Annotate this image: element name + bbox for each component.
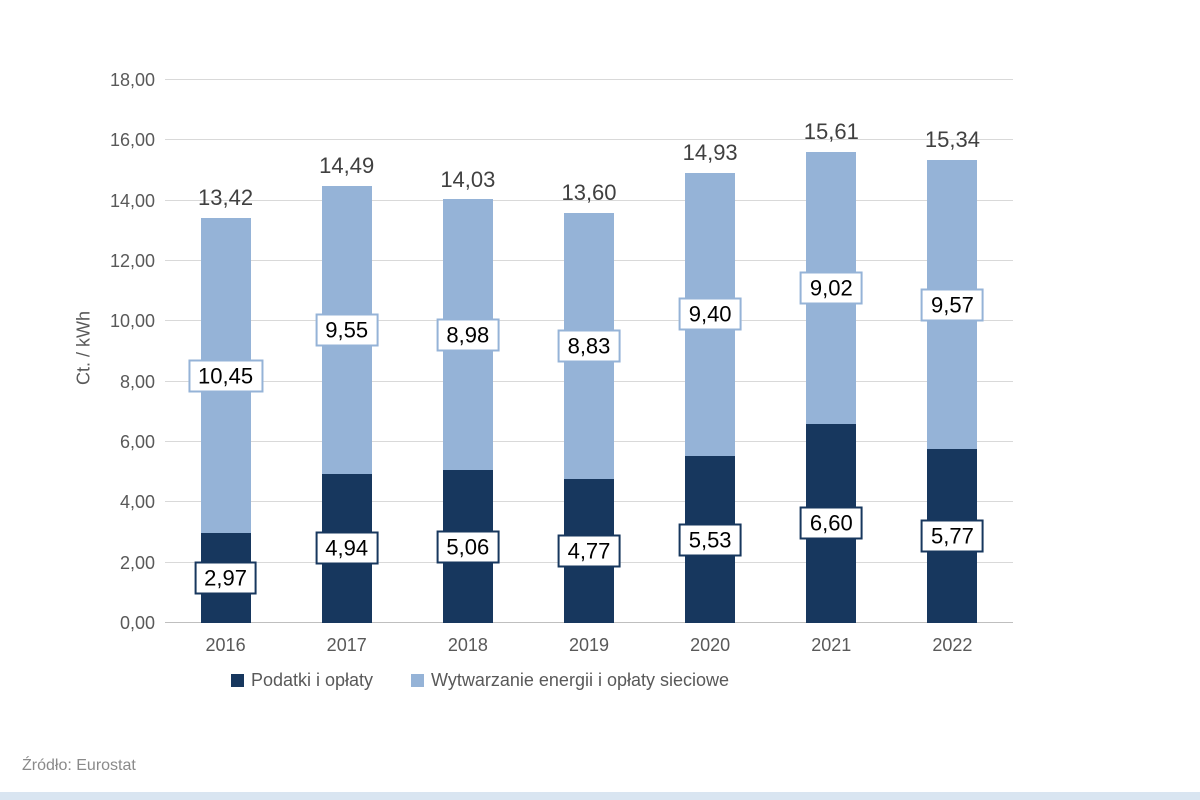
bar-value-label-wytwarzanie-energii-2017: 9,55 (315, 313, 379, 347)
bar-value-label-podatki-i-oplaty-2021: 6,60 (799, 506, 863, 540)
bar-total-label-2022: 15,34 (924, 127, 980, 153)
x-tick-label: 2018 (447, 635, 488, 655)
bar-value-label-podatki-i-oplaty-2017: 4,94 (315, 531, 379, 565)
legend-item-wytwarzanie-energii: Wytwarzanie energii i opłaty sieciowe (411, 670, 729, 691)
bar-total-label-2020: 14,93 (682, 139, 738, 165)
plot-area: 2,97 10,45 13,42 4,94 9,55 14,49 5,06 8,98 14,03… (165, 79, 1013, 623)
bar-value-label-podatki-i-oplaty-2016: 2,97 (194, 561, 257, 595)
bar-value-label-podatki-i-oplaty-2019: 4,77 (557, 534, 621, 568)
bar-total-label-2017: 14,49 (319, 152, 375, 178)
x-tick-label: 2022 (932, 635, 973, 655)
bar-value-label-podatki-i-oplaty-2018: 5,06 (436, 530, 500, 564)
x-axis-ticks: 2016 2017 2018 2019 2020 2021 2022 (165, 635, 1013, 661)
y-tick-label: 12,00 (109, 251, 155, 271)
x-tick-label: 2019 (568, 635, 610, 655)
legend-label-podatki-i-oplaty: Podatki i opłaty (250, 670, 374, 690)
bar-total-label-2018: 14,03 (440, 166, 496, 192)
bar-value-label-wytwarzanie-energii-2018: 8,98 (436, 318, 500, 352)
bar-total-label-2019: 13,60 (561, 179, 617, 205)
y-axis-ticks: 0,00 2,00 4,00 6,00 8,00 10,00 12,00 14,00 16,00… (60, 70, 155, 633)
y-tick-label: 8,00 (119, 371, 155, 392)
legend-swatch-podatki-i-oplaty (230, 674, 244, 687)
y-tick-label: 16,00 (109, 130, 155, 151)
x-tick-label: 2017 (326, 635, 367, 655)
gridline (165, 199, 1013, 201)
y-tick-label: 10,00 (109, 311, 155, 332)
bar-value-label-wytwarzanie-energii-2019: 8,83 (557, 329, 621, 363)
y-tick-label: 0,00 (119, 613, 155, 633)
source-note: Źródło: Eurostat (22, 757, 136, 774)
y-tick-label: 18,00 (109, 70, 155, 90)
gridline (165, 79, 1013, 80)
y-tick-label: 4,00 (119, 492, 155, 513)
bar-total-label-2021: 15,61 (803, 119, 859, 145)
bar-value-label-wytwarzanie-energii-2021: 9,02 (799, 271, 863, 305)
bottom-accent-strip (0, 792, 1200, 800)
bar-value-label-wytwarzanie-energii-2016: 10,45 (188, 359, 264, 393)
bar-value-label-podatki-i-oplaty-2020: 5,53 (678, 523, 742, 557)
legend-swatch-wytwarzanie-energii (411, 674, 425, 687)
bar-value-label-wytwarzanie-energii-2022: 9,57 (921, 288, 984, 322)
legend-item-podatki-i-oplaty: Podatki i opłaty (230, 670, 374, 691)
legend-label-wytwarzanie-energii: Wytwarzanie energii i opłaty sieciowe (431, 670, 730, 690)
bar-value-label-podatki-i-oplaty-2022: 5,77 (921, 519, 984, 553)
bar-total-label-2016: 13,42 (198, 185, 254, 211)
y-tick-label: 6,00 (119, 432, 155, 452)
y-tick-label: 14,00 (109, 190, 155, 211)
bar-value-label-wytwarzanie-energii-2020: 9,40 (678, 297, 742, 331)
y-tick-label: 2,00 (119, 552, 155, 573)
x-tick-label: 2020 (690, 635, 731, 655)
x-tick-label: 2021 (811, 635, 852, 655)
x-tick-label: 2016 (205, 635, 246, 655)
legend: Podatki i opłaty Wytwarzanie energii i o… (60, 670, 900, 691)
gridline (165, 139, 1013, 141)
